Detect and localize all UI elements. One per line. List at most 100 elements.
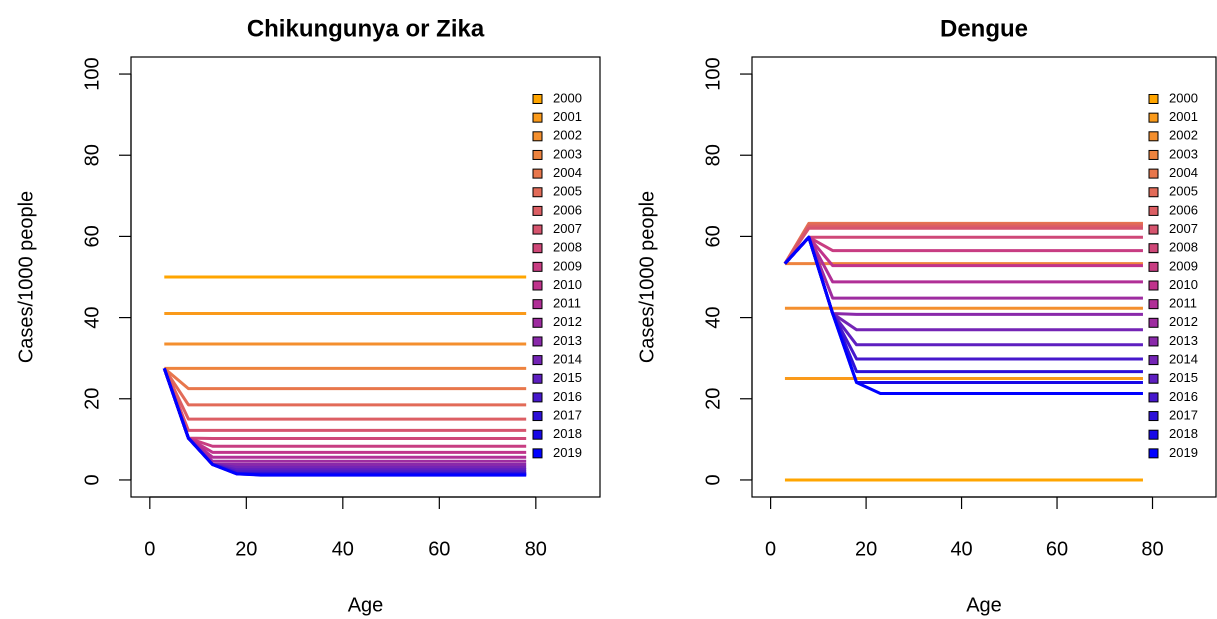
y-tick-label: 0 <box>702 474 724 485</box>
legend-label: 2011 <box>553 296 581 311</box>
x-axis-title: Age <box>966 594 1002 616</box>
legend-label: 2004 <box>553 165 582 180</box>
x-tick-label: 20 <box>855 538 877 560</box>
data-line <box>783 235 1143 300</box>
legend-swatch <box>532 448 543 459</box>
y-tick-label: 20 <box>702 388 724 410</box>
legend-swatch <box>1148 317 1159 328</box>
legend-label: 2013 <box>553 333 582 348</box>
data-line <box>162 367 527 459</box>
legend-label: 2006 <box>1169 202 1198 217</box>
legend-label: 2013 <box>1169 333 1198 348</box>
legend-label: 2018 <box>1169 426 1198 441</box>
legend-swatch <box>532 280 543 291</box>
legend-label: 2001 <box>1169 109 1198 124</box>
data-line <box>783 235 1143 265</box>
legend-swatch <box>532 149 543 160</box>
legend-swatch <box>532 224 543 235</box>
legend-label: 2014 <box>553 352 582 367</box>
data-line <box>783 235 1143 361</box>
data-line <box>163 367 527 391</box>
x-tick-label: 40 <box>332 538 354 560</box>
legend-swatch <box>1148 299 1159 310</box>
legend-swatch <box>532 243 543 254</box>
legend-label: 2016 <box>1169 389 1198 404</box>
data-line <box>162 367 527 432</box>
x-tick-label: 60 <box>1046 538 1068 560</box>
legend-label: 2007 <box>1169 221 1198 236</box>
legend-label: 2002 <box>553 128 582 143</box>
legend-label: 2015 <box>553 370 582 385</box>
y-tick-label: 40 <box>81 306 103 328</box>
y-tick-label: 80 <box>702 144 724 166</box>
legend-swatch <box>1148 205 1159 216</box>
legend-swatch <box>1148 224 1159 235</box>
legend-swatch <box>532 94 543 104</box>
legend-swatch <box>532 112 543 123</box>
legend-swatch <box>1148 280 1159 291</box>
legend-swatch <box>1148 355 1159 366</box>
y-tick-label: 80 <box>81 144 103 166</box>
legend-label: 2019 <box>1169 445 1198 460</box>
y-tick-label: 40 <box>702 306 724 328</box>
legend-label: 2001 <box>553 109 582 124</box>
data-line <box>783 235 1143 347</box>
legend-swatch <box>1148 392 1159 403</box>
x-tick-label: 80 <box>1141 538 1163 560</box>
y-tick-label: 100 <box>702 57 724 90</box>
legend-label: 2015 <box>1169 370 1198 385</box>
legend-label: 2012 <box>1169 314 1198 329</box>
legend-swatch <box>1148 261 1159 272</box>
legend-label: 2005 <box>1169 184 1198 199</box>
chart-title: Chikungunya or Zika <box>247 15 485 42</box>
x-tick-label: 0 <box>144 538 155 560</box>
legend-label: 2009 <box>1169 258 1198 273</box>
x-tick-label: 80 <box>525 538 547 560</box>
chart-title: Dengue <box>940 15 1028 42</box>
legend-swatch <box>1148 411 1159 422</box>
y-tick-label: 100 <box>81 57 103 90</box>
legend-label: 2000 <box>553 90 582 105</box>
legend-label: 2006 <box>553 202 582 217</box>
y-tick-label: 20 <box>81 388 103 410</box>
data-line <box>162 367 527 454</box>
legend-label: 2008 <box>1169 240 1198 255</box>
data-line <box>783 235 1143 395</box>
legend-label: 2010 <box>553 277 582 292</box>
data-line <box>162 367 527 463</box>
legend-label: 2000 <box>1169 90 1198 105</box>
legend-swatch <box>1148 243 1159 254</box>
legend-swatch <box>532 429 543 440</box>
data-line <box>783 235 1143 265</box>
legend-label: 2003 <box>1169 146 1198 161</box>
legend-swatch <box>532 168 543 179</box>
legend-swatch <box>1148 336 1159 347</box>
legend-label: 2017 <box>553 407 582 422</box>
x-tick-label: 60 <box>428 538 450 560</box>
legend-swatch <box>1148 94 1159 104</box>
legend-label: 2002 <box>1169 128 1198 143</box>
legend-swatch <box>532 187 543 198</box>
legend-label: 2003 <box>553 146 582 161</box>
legend-swatch <box>1148 168 1159 179</box>
legend-swatch <box>532 317 543 328</box>
legend-label: 2009 <box>553 258 582 273</box>
legend-label: 2018 <box>553 426 582 441</box>
y-axis-title: Cases/1000 people <box>636 191 658 363</box>
legend-swatch <box>532 355 543 366</box>
data-line <box>783 235 1143 332</box>
legend-swatch <box>532 392 543 403</box>
x-tick-label: 20 <box>235 538 257 560</box>
legend-swatch <box>532 205 543 216</box>
y-axis-title: Cases/1000 people <box>15 191 37 363</box>
legend-label: 2008 <box>553 240 582 255</box>
data-line <box>783 226 1143 265</box>
legend-swatch <box>1148 131 1159 142</box>
data-line <box>162 367 527 477</box>
data-line <box>162 367 527 477</box>
legend-label: 2010 <box>1169 277 1198 292</box>
legend-label: 2014 <box>1169 352 1198 367</box>
legend-swatch <box>532 373 543 384</box>
